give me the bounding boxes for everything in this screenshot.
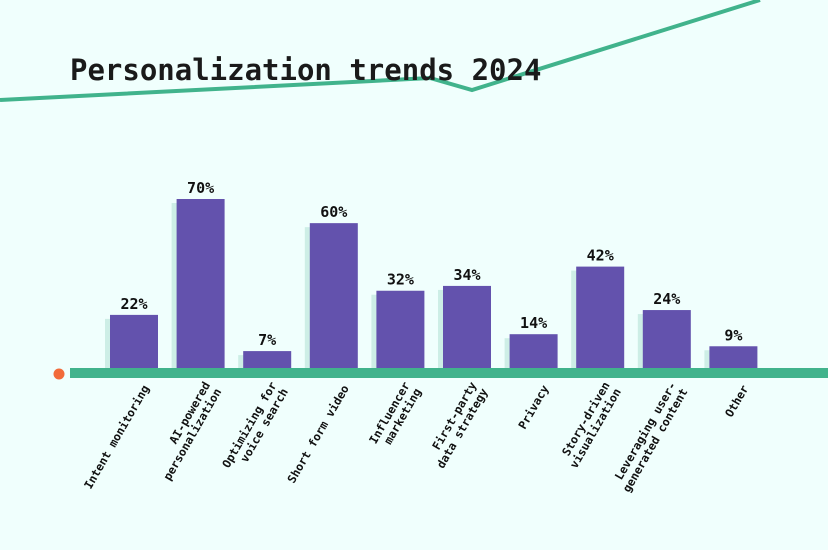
bar xyxy=(709,346,758,368)
chart-title: Personalization trends 2024 xyxy=(70,53,541,87)
value-label: 7% xyxy=(258,331,276,349)
category-label-line: Intent monitoring xyxy=(81,382,152,491)
category-label: Other xyxy=(722,382,751,419)
bar xyxy=(376,290,425,368)
x-axis xyxy=(70,368,828,378)
value-label: 14% xyxy=(520,314,547,332)
value-label: 9% xyxy=(724,326,742,344)
category-label: Privacy xyxy=(515,382,551,431)
value-label: 70% xyxy=(187,179,214,197)
value-label: 24% xyxy=(653,290,680,308)
category-label-line: Privacy xyxy=(515,382,551,431)
bar xyxy=(243,351,292,368)
bar xyxy=(576,266,625,368)
value-label: 22% xyxy=(120,295,147,313)
category-label-line: Short form video xyxy=(284,382,352,485)
value-label: 34% xyxy=(453,266,480,284)
value-label: 60% xyxy=(320,203,347,221)
decorative-trend-line xyxy=(0,0,761,102)
bar xyxy=(642,310,691,368)
bar xyxy=(176,199,225,368)
bar xyxy=(509,334,558,368)
category-label: Short form video xyxy=(284,382,352,485)
axis-origin-dot xyxy=(53,368,65,380)
bar xyxy=(110,314,158,368)
bar xyxy=(309,223,358,368)
value-label: 32% xyxy=(387,271,414,289)
bar xyxy=(443,285,491,368)
value-label: 42% xyxy=(587,247,614,265)
category-label: Intent monitoring xyxy=(81,382,152,491)
category-label-line: Other xyxy=(722,382,751,419)
